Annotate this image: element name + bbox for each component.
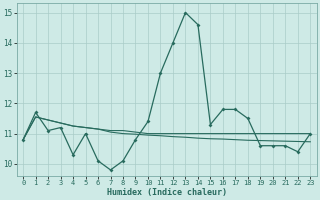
X-axis label: Humidex (Indice chaleur): Humidex (Indice chaleur)	[107, 188, 227, 197]
